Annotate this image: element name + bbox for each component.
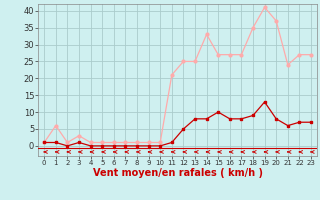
X-axis label: Vent moyen/en rafales ( km/h ): Vent moyen/en rafales ( km/h ): [92, 168, 263, 178]
